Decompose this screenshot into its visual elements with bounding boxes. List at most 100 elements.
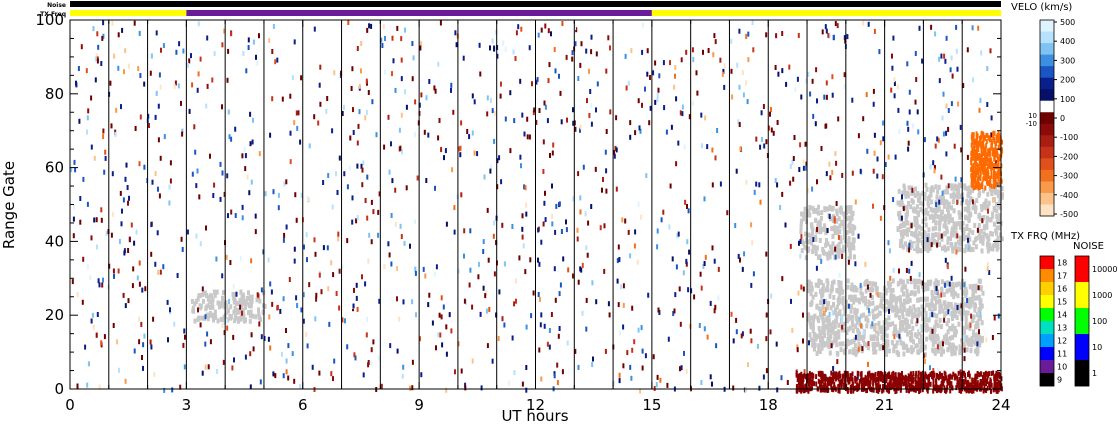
ground-scatter-cell	[925, 323, 929, 329]
ground-scatter-cell	[811, 328, 815, 333]
ground-scatter-cell	[916, 210, 920, 216]
echo-cell	[360, 41, 363, 46]
ground-scatter-cell	[816, 220, 820, 226]
echo-cell	[828, 33, 831, 39]
echo-cell	[365, 78, 368, 84]
echo-cell	[285, 224, 288, 230]
dense-echo-cell	[872, 381, 875, 387]
ground-scatter-cell	[934, 339, 938, 345]
echo-cell	[629, 364, 632, 370]
echo-cell	[392, 58, 395, 64]
velocity-colorbar-cell	[1040, 181, 1054, 194]
dense-echo-cell	[987, 372, 989, 378]
dense-echo-cell	[976, 380, 979, 386]
echo-cell	[538, 108, 541, 113]
ground-scatter-cell	[945, 321, 949, 327]
ground-scatter-cell	[923, 191, 927, 197]
ground-scatter-cell	[971, 283, 975, 289]
echo-cell	[128, 63, 130, 69]
ground-scatter-cell	[830, 284, 834, 290]
echo-cell	[955, 249, 958, 255]
echo-cell	[272, 24, 275, 29]
dense-echo-cell	[892, 382, 895, 388]
echo-cell	[356, 163, 359, 169]
dense-echo-cell	[977, 185, 980, 191]
ground-scatter-cell	[921, 190, 925, 196]
echo-cell	[741, 148, 744, 154]
echo-cell	[940, 233, 943, 239]
dense-echo-cell	[974, 168, 977, 173]
dense-echo-cell	[959, 377, 961, 383]
echo-cell	[499, 93, 502, 99]
ground-scatter-cell	[919, 200, 922, 206]
ground-scatter-cell	[910, 190, 914, 196]
echo-cell	[985, 337, 988, 343]
echo-cell	[714, 304, 717, 310]
echo-cell	[249, 351, 252, 357]
echo-cell	[962, 83, 965, 88]
ground-scatter-cell	[953, 186, 957, 191]
echo-cell	[285, 358, 288, 364]
echo-cell	[138, 260, 141, 266]
dense-echo-cell	[927, 373, 930, 379]
echo-cell	[134, 126, 137, 131]
echo-cell	[815, 265, 818, 271]
echo-cell	[978, 107, 981, 113]
ground-scatter-cell	[927, 237, 931, 243]
ground-scatter-cell	[974, 205, 978, 211]
echo-cell	[585, 297, 588, 303]
dense-echo-cell	[974, 149, 977, 155]
echo-cell	[521, 213, 524, 219]
dense-echo-cell	[976, 371, 979, 377]
dense-echo-cell	[948, 380, 951, 386]
ground-scatter-cell	[821, 283, 825, 289]
ground-scatter-cell	[856, 297, 859, 303]
ground-scatter-cell	[864, 301, 868, 307]
ground-scatter-cell	[850, 215, 854, 221]
echo-cell	[274, 373, 277, 379]
ground-scatter-cell	[817, 306, 821, 312]
dense-echo-cell	[888, 371, 891, 377]
ground-scatter-cell	[958, 235, 962, 241]
echo-cell	[954, 176, 957, 182]
ground-scatter-cell	[886, 280, 890, 286]
ground-scatter-cell	[817, 326, 821, 331]
ground-scatter-cell	[919, 296, 923, 302]
ground-scatter-cell	[972, 329, 976, 335]
velocity-colorbar-title: VELO (km/s)	[1011, 2, 1072, 13]
dense-echo-cell	[977, 176, 979, 182]
echo-cell	[128, 195, 130, 201]
ground-scatter-cell	[959, 284, 963, 290]
ground-scatter-cell	[913, 215, 917, 221]
ground-scatter-cell	[913, 291, 917, 297]
dense-echo-cell	[979, 153, 982, 159]
velocity-colorbar-cell	[1040, 192, 1054, 205]
ground-scatter-cell	[946, 329, 950, 335]
echo-cell	[741, 70, 744, 75]
ground-scatter-cell	[979, 286, 983, 292]
echo-cell	[755, 181, 758, 187]
ground-scatter-cell	[820, 345, 824, 351]
dense-echo-cell	[986, 385, 989, 391]
echo-cell	[315, 296, 318, 302]
ground-scatter-cell	[926, 286, 930, 292]
echo-cell	[341, 111, 344, 116]
ground-scatter-cell	[823, 223, 827, 229]
echo-cell	[322, 245, 325, 251]
dense-echo-cell	[892, 370, 895, 376]
echo-cell	[387, 241, 390, 247]
dense-echo-cell	[833, 372, 836, 378]
echo-cell	[538, 296, 541, 302]
echo-cell	[834, 254, 837, 260]
ground-scatter-cell	[826, 206, 829, 212]
ground-scatter-cell	[973, 301, 977, 307]
ground-scatter-cell	[954, 241, 958, 247]
ground-scatter-cell	[901, 244, 905, 250]
ground-scatter-cell	[994, 228, 998, 234]
ground-scatter-cell	[903, 284, 907, 290]
dense-echo-cell	[972, 167, 975, 173]
ground-scatter-cell	[814, 282, 818, 288]
echo-cell	[774, 65, 777, 70]
ground-scatter-cell	[825, 251, 829, 257]
ground-scatter-cell	[984, 198, 988, 204]
